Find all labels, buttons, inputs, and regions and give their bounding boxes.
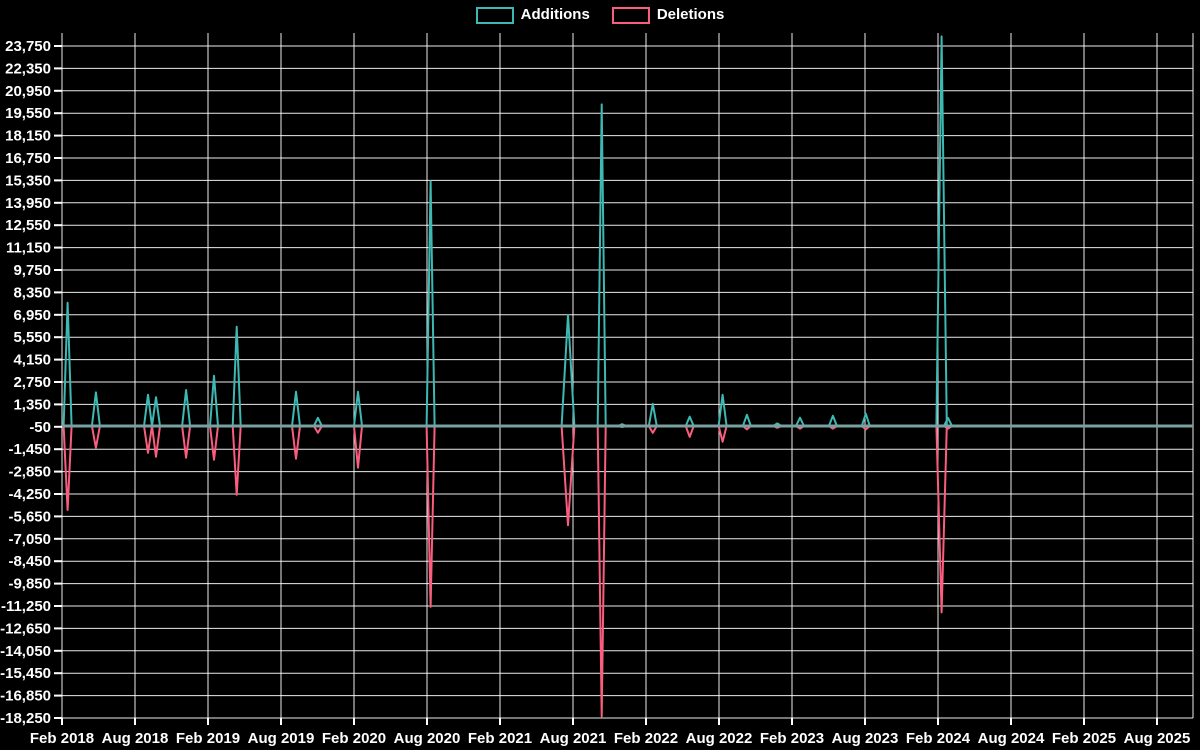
svg-text:Aug 2020: Aug 2020 (394, 730, 461, 747)
svg-text:-14,050: -14,050 (0, 643, 51, 660)
svg-text:6,950: 6,950 (13, 307, 51, 324)
svg-text:9,750: 9,750 (13, 262, 51, 279)
svg-text:Aug 2023: Aug 2023 (832, 730, 899, 747)
svg-text:-12,650: -12,650 (0, 620, 51, 637)
svg-text:11,150: 11,150 (6, 240, 51, 257)
deletions-swatch-icon (611, 6, 650, 24)
svg-text:Feb 2020: Feb 2020 (322, 730, 386, 747)
svg-text:19,550: 19,550 (5, 105, 51, 122)
svg-text:15,350: 15,350 (5, 172, 51, 189)
svg-text:-18,250: -18,250 (0, 710, 51, 727)
svg-text:-50: -50 (29, 419, 51, 436)
svg-text:Feb 2022: Feb 2022 (614, 730, 678, 747)
svg-text:-7,050: -7,050 (8, 531, 51, 548)
svg-text:20,950: 20,950 (5, 83, 51, 100)
svg-text:Aug 2024: Aug 2024 (978, 730, 1045, 747)
additions-line (62, 35, 953, 427)
svg-text:23,750: 23,750 (5, 38, 51, 55)
svg-text:Aug 2022: Aug 2022 (686, 730, 753, 747)
gridlines (61, 33, 1194, 719)
x-axis-labels: Feb 2018 Aug 2018 Feb 2019 Aug 2019 Feb 2020… (30, 730, 1190, 747)
svg-text:-11,250: -11,250 (1, 598, 51, 615)
svg-text:13,950: 13,950 (5, 195, 51, 212)
svg-text:-2,850: -2,850 (8, 464, 51, 481)
svg-text:5,550: 5,550 (13, 329, 51, 346)
deletions-legend-label: Deletions (656, 6, 725, 23)
svg-text:1,350: 1,350 (13, 396, 51, 413)
svg-text:-8,450: -8,450 (8, 553, 51, 570)
legend-item-deletions[interactable]: Deletions (611, 6, 725, 24)
svg-text:12,550: 12,550 (5, 217, 51, 234)
svg-text:Aug 2019: Aug 2019 (248, 730, 315, 747)
chart-legend: Additions Deletions (0, 6, 1200, 24)
additions-legend-label: Additions (520, 6, 590, 23)
svg-text:22,350: 22,350 (5, 60, 51, 77)
svg-text:4,150: 4,150 (13, 352, 51, 369)
y-axis-labels: 23,750 22,350 20,950 19,550 18,150 16,750 15,3… (0, 38, 51, 727)
svg-text:Aug 2025: Aug 2025 (1124, 730, 1191, 747)
svg-text:Feb 2025: Feb 2025 (1052, 730, 1116, 747)
svg-text:-1,450: -1,450 (8, 441, 51, 458)
svg-text:-5,650: -5,650 (8, 508, 51, 525)
svg-text:Aug 2021: Aug 2021 (540, 730, 607, 747)
svg-text:8,350: 8,350 (13, 284, 51, 301)
svg-text:Feb 2021: Feb 2021 (468, 730, 532, 747)
svg-text:Feb 2024: Feb 2024 (906, 730, 971, 747)
svg-text:18,150: 18,150 (5, 128, 51, 145)
svg-text:2,750: 2,750 (13, 374, 51, 391)
svg-text:Feb 2023: Feb 2023 (760, 730, 824, 747)
legend-item-additions[interactable]: Additions (475, 6, 590, 24)
axis-ticks (54, 45, 1158, 725)
svg-text:Aug 2018: Aug 2018 (102, 730, 169, 747)
svg-text:-16,850: -16,850 (0, 688, 51, 705)
svg-text:Feb 2019: Feb 2019 (176, 730, 240, 747)
svg-text:-4,250: -4,250 (8, 486, 51, 503)
svg-text:-15,450: -15,450 (0, 665, 51, 682)
svg-text:-9,850: -9,850 (8, 576, 51, 593)
svg-text:16,750: 16,750 (5, 150, 51, 167)
additions-swatch-icon (475, 6, 514, 24)
svg-text:Feb 2018: Feb 2018 (30, 730, 94, 747)
